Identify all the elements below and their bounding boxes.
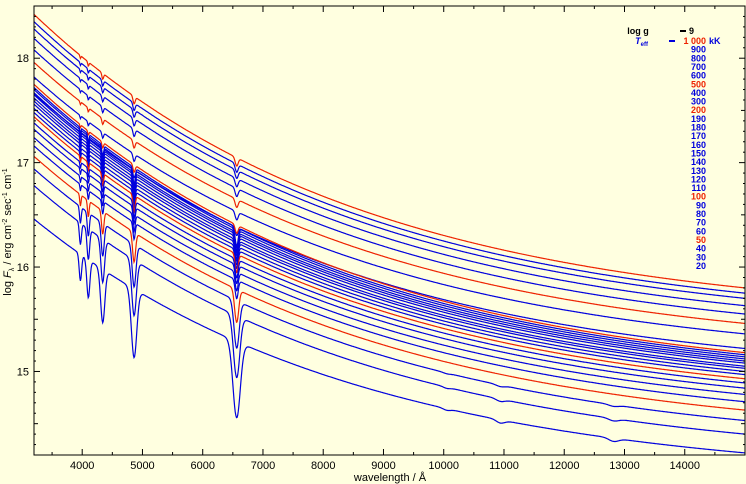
legend-entry-6: 400 <box>691 88 706 98</box>
legend-entry-10: 180 <box>691 123 706 133</box>
x-tick-label: 8000 <box>311 460 335 472</box>
series-line-18 <box>33 116 746 380</box>
x-tick-label: 10000 <box>428 460 459 472</box>
legend-entry-18: 100 <box>691 192 706 202</box>
legend-logg-text: log g <box>627 26 649 36</box>
legend-entry-21: 70 <box>696 218 706 228</box>
series-line-12 <box>33 94 745 362</box>
legend-entry-4: 600 <box>691 71 706 81</box>
series-line-15 <box>33 103 745 369</box>
legend-teff-sub: eff <box>641 42 649 48</box>
x-tick-label: 5000 <box>130 460 154 472</box>
series-line-23 <box>33 155 746 411</box>
y-axis-title-erg: / erg cm <box>2 225 14 268</box>
series-line-17 <box>33 112 746 376</box>
plot-frame <box>33 5 746 456</box>
legend-entry-16: 120 <box>691 174 706 184</box>
series-line-16 <box>33 107 746 373</box>
legend-entry-11: 170 <box>691 131 706 141</box>
legend-teff-t: T <box>635 36 642 46</box>
legend-entry-0: 1 000 <box>683 36 706 46</box>
legend-logg-value: 9 <box>689 26 694 36</box>
x-tick-label: 11000 <box>489 460 519 472</box>
y-axis-title-lambda: λ <box>9 267 16 271</box>
x-axis-title: wavelength / Å <box>353 471 427 484</box>
legend-entry-22: 60 <box>696 226 706 236</box>
y-tick-label: 17 <box>17 158 29 170</box>
series-line-25 <box>33 185 745 435</box>
series-line-14 <box>33 100 745 367</box>
y-axis-title-exp2: -1 <box>2 192 9 198</box>
legend-entry-14: 140 <box>691 157 706 167</box>
series-line-11 <box>33 92 745 360</box>
legend: log g 9 Teff 1 0009008007006005004003002… <box>627 26 721 271</box>
series-line-3 <box>33 37 746 307</box>
legend-entry-23: 50 <box>696 235 706 245</box>
series-line-1 <box>33 21 746 294</box>
legend-logg-label: log g <box>627 26 649 36</box>
y-axis-title-exp3: -1 <box>2 168 9 174</box>
series-line-21 <box>33 137 745 395</box>
x-tick-label: 13000 <box>609 460 640 472</box>
legend-entries: 1 00090080070060050040030020019018017016… <box>683 36 721 271</box>
y-axis-title-sec: sec <box>2 198 14 219</box>
x-tick-label: 12000 <box>549 460 580 472</box>
tick-layer: 4000 5000 6000 7000 8000 9000 10000 11000 12000 1… <box>17 6 746 472</box>
series-line-6 <box>33 76 746 335</box>
y-axis-title-f: F <box>2 270 14 278</box>
x-tick-label: 6000 <box>190 460 214 472</box>
legend-entry-24: 40 <box>696 244 706 254</box>
y-axis-title: log Fλ / erg cm-2 sec-1 cm-1 <box>2 168 16 296</box>
series-line-0 <box>33 13 745 289</box>
x-tick-label: 4000 <box>70 460 94 472</box>
series-line-8 <box>33 83 746 354</box>
legend-entry-12: 160 <box>691 140 706 150</box>
series-line-10 <box>33 89 745 358</box>
series-line-2 <box>33 28 746 299</box>
legend-entry-17: 110 <box>691 183 706 193</box>
legend-entry-26: 20 <box>696 261 706 271</box>
y-tick-label: 18 <box>17 53 29 65</box>
series-line-22 <box>33 145 745 403</box>
legend-entry-25: 30 <box>696 252 706 262</box>
legend-entry-3: 700 <box>691 62 706 72</box>
legend-entry-1: 900 <box>691 45 706 55</box>
legend-entry-7: 300 <box>691 97 706 107</box>
series-line-26 <box>33 218 745 454</box>
legend-unit: kK <box>709 36 721 46</box>
legend-entry-2: 800 <box>691 53 706 63</box>
series-line-24 <box>33 168 745 422</box>
legend-entry-9: 190 <box>691 114 706 124</box>
legend-entry-15: 130 <box>691 166 706 176</box>
series-line-5 <box>33 61 745 324</box>
series-line-4 <box>33 49 745 315</box>
y-axis-title-log: log <box>2 278 14 296</box>
y-axis-title-exp1: -2 <box>2 219 9 225</box>
legend-teff-label: Teff <box>635 36 649 48</box>
y-tick-label: 15 <box>17 366 29 378</box>
x-tick-label: 9000 <box>371 460 395 472</box>
legend-entry-19: 90 <box>696 200 706 210</box>
x-tick-label: 7000 <box>251 460 275 472</box>
y-axis-title-cm: cm <box>2 175 14 193</box>
series-line-19 <box>33 122 746 384</box>
series-line-20 <box>33 128 746 389</box>
y-tick-label: 16 <box>17 262 29 274</box>
series-line-13 <box>33 97 746 364</box>
series-layer <box>33 13 746 454</box>
series-line-9 <box>33 86 746 356</box>
x-tick-label: 14000 <box>669 460 700 472</box>
legend-entry-8: 200 <box>691 105 706 115</box>
legend-entry-13: 150 <box>691 148 706 158</box>
legend-entry-5: 500 <box>691 79 706 89</box>
legend-entry-20: 80 <box>696 209 706 219</box>
